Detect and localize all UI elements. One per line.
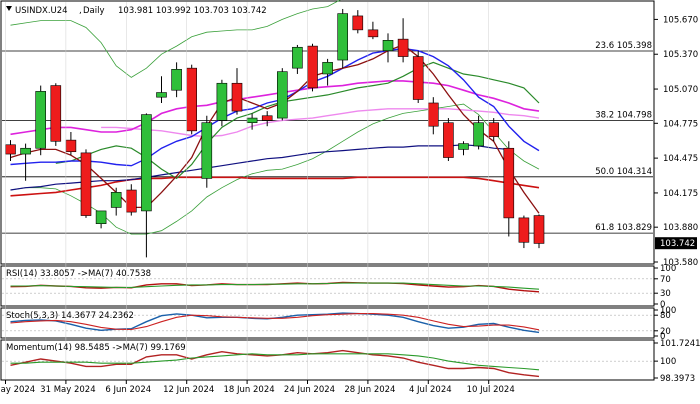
navy-ma-line [10,144,509,191]
chart-title-timeframe: Daily [83,6,105,16]
last-price-marker [655,237,697,250]
bull-candle [292,46,303,69]
magenta-ma-line [10,80,540,136]
price-y-tick-label: 104.175 [663,189,698,199]
chart-title-symbol: USINDX.U24 [15,6,68,16]
bull-candle [458,143,469,150]
stoch-panel-frame [0,307,655,339]
rsi-layer [2,278,653,294]
indicator-y-tick-label: 101.7241 [660,339,700,349]
indicator-y-tick-label: 20 [660,327,671,337]
fib-level-label: 23.6 105.398 [595,41,652,51]
darkred-ma-line [10,44,540,214]
bear-candle [261,115,273,121]
indicator-y-tick-label: 98.3973 [660,374,695,384]
price-y-tick-label: 104.775 [663,119,698,129]
rsi-panel-frame [0,265,655,307]
stoch-layer [2,312,653,334]
bear-candle [352,15,364,31]
momentum-layer [2,349,653,378]
indicator-y-tick-label: 100 [660,357,676,367]
bull-candle [156,92,167,98]
indicator-y-tick-label: 70 [660,275,671,285]
price-y-tick-label: 103.580 [663,258,698,268]
indicator-series-line [10,353,540,371]
bear-candle [126,189,137,213]
bull-candle [246,117,258,124]
price-y-tick-label: 103.880 [663,223,698,233]
fib-level-label: 61.8 103.829 [595,223,652,233]
indicator-y-tick-label: 100 [660,264,676,274]
chart-title-comma: , [79,6,82,16]
bear-candle [231,82,243,112]
bear-candle [443,122,454,158]
x-tick-label: 10 Jul 2024 [467,385,515,395]
red-ma-line [10,176,540,197]
stoch-title: Stoch(5,3,3) 14.3677 24.2362 [6,311,134,321]
bear-candle [533,215,545,244]
indicator-series-line [10,282,540,290]
bull-candle [171,69,182,91]
bull-candle [141,114,152,212]
bear-candle [65,139,77,153]
indicator-y-tick-label: 0 [660,300,665,310]
bear-candle [50,85,62,142]
rsi-title: RSI(14) 33.8057 ->MA(7) 40.7538 [6,269,151,279]
bear-candle [427,102,439,127]
fib-level-label: 50.0 104.314 [595,167,652,177]
bear-candle [488,122,500,137]
fib-level-label: 38.2 104.798 [595,111,652,121]
bear-candle [367,29,379,38]
axis-layer: 27 May 2024 31 May 2024 6 Jun 2024 12 Jun 2… [0,2,700,395]
bear-candle [80,152,92,216]
price-y-tick-label: 104.475 [663,154,698,164]
x-tick-label: 4 Jul 2024 [409,385,452,395]
x-tick-label: 12 Jun 2024 [163,385,214,395]
bull-candle [110,192,122,208]
x-tick-label: 27 May 2024 [0,385,35,395]
bull-candle [276,71,288,119]
indicator-y-tick-label: 100 [660,306,676,316]
bull-candle [216,82,228,121]
bull-candle [201,122,213,179]
bull-candle [473,122,484,147]
indicator-y-tick-label: 30 [660,289,671,299]
bull-candle [95,210,107,224]
bull-candle [337,13,349,61]
price-y-tick-label: 105.670 [663,15,698,25]
x-tick-label: 6 Jun 2024 [105,385,151,395]
bull-candle [382,40,394,52]
blue-ma-line [10,47,540,167]
bear-candle [307,45,318,89]
x-tick-label: 18 Jun 2024 [224,385,275,395]
indicator-series-line [10,313,540,331]
upper-band-line [10,0,341,78]
momentum-panel-frame [0,339,655,381]
bear-candle [186,67,197,132]
bear-candle [5,144,16,155]
bull-candle [322,62,333,75]
x-tick-label: 24 Jun 2024 [284,385,335,395]
last-price-label: 103.742 [660,239,695,249]
price-y-tick-label: 105.070 [663,85,698,95]
x-tick-label: 28 Jun 2024 [344,385,395,395]
bull-candle [35,91,47,149]
pink-ma-line [101,108,540,138]
bull-candle [20,147,31,155]
bear-candle [412,56,424,100]
green-ma-line [55,61,540,180]
indicator-y-tick-label: 0 [660,332,665,342]
bear-candle [503,147,515,219]
chart-title-ohlc: 103.981 103.992 103.703 103.742 [118,6,267,16]
symbol-marker-icon [6,6,12,11]
price-layer: 23.6 105.398 38.2 104.798 50.0 104.314 61.8… [2,0,653,258]
bear-candle [397,38,409,57]
price-y-tick-label: 105.370 [663,50,698,60]
momentum-title: Momentum(14) 98.5485 ->MA(7) 99.1769 [6,343,186,353]
indicator-y-tick-label: 80 [660,311,671,321]
bear-candle [518,217,530,243]
x-tick-label: 31 May 2024 [40,385,95,395]
